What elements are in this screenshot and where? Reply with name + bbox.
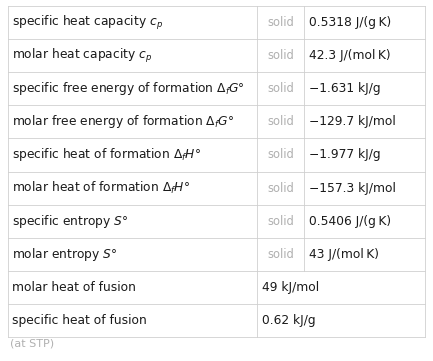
Text: solid: solid xyxy=(267,182,294,195)
Text: specific entropy $S°$: specific entropy $S°$ xyxy=(12,213,129,230)
Text: specific free energy of formation $\Delta_f G°$: specific free energy of formation $\Delt… xyxy=(12,80,245,97)
Text: 0.5318 J/(g K): 0.5318 J/(g K) xyxy=(309,16,391,29)
Text: −157.3 kJ/mol: −157.3 kJ/mol xyxy=(309,182,396,195)
Text: solid: solid xyxy=(267,215,294,228)
Text: specific heat of fusion: specific heat of fusion xyxy=(12,314,147,327)
Text: 0.62 kJ/g: 0.62 kJ/g xyxy=(262,314,316,327)
Text: solid: solid xyxy=(267,148,294,161)
Text: solid: solid xyxy=(267,248,294,261)
Text: solid: solid xyxy=(267,82,294,95)
Text: solid: solid xyxy=(267,49,294,62)
Text: specific heat of formation $\Delta_f H°$: specific heat of formation $\Delta_f H°$ xyxy=(12,147,201,164)
Text: 49 kJ/mol: 49 kJ/mol xyxy=(262,281,319,294)
Text: molar entropy $S°$: molar entropy $S°$ xyxy=(12,246,118,263)
Text: −1.977 kJ/g: −1.977 kJ/g xyxy=(309,148,381,161)
Text: 43 J/(mol K): 43 J/(mol K) xyxy=(309,248,379,261)
Text: −129.7 kJ/mol: −129.7 kJ/mol xyxy=(309,116,396,129)
Text: molar heat of formation $\Delta_f H°$: molar heat of formation $\Delta_f H°$ xyxy=(12,180,191,196)
Text: molar heat of fusion: molar heat of fusion xyxy=(12,281,136,294)
Text: solid: solid xyxy=(267,16,294,29)
Text: 0.5406 J/(g K): 0.5406 J/(g K) xyxy=(309,215,391,228)
Text: 42.3 J/(mol K): 42.3 J/(mol K) xyxy=(309,49,391,62)
Text: (at STP): (at STP) xyxy=(10,339,54,349)
Text: specific heat capacity $c_p$: specific heat capacity $c_p$ xyxy=(12,14,163,31)
Text: solid: solid xyxy=(267,116,294,129)
Text: molar heat capacity $c_p$: molar heat capacity $c_p$ xyxy=(12,47,152,65)
Text: −1.631 kJ/g: −1.631 kJ/g xyxy=(309,82,381,95)
Text: molar free energy of formation $\Delta_f G°$: molar free energy of formation $\Delta_f… xyxy=(12,113,234,130)
